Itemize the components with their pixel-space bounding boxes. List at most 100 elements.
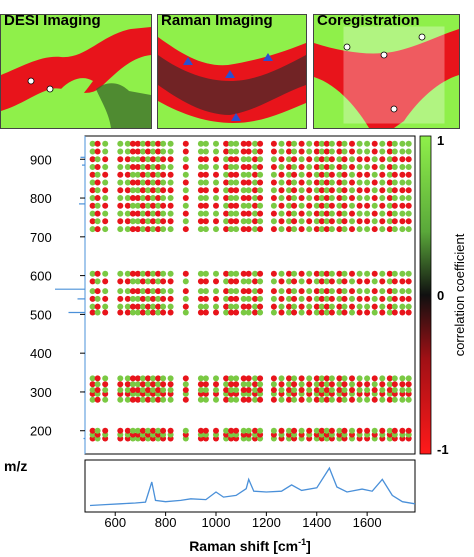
heatmap-point — [371, 164, 378, 170]
x-tick-label: 600 — [104, 515, 126, 530]
heatmap-point — [117, 202, 124, 209]
heatmap-point — [313, 295, 320, 302]
heatmap-point — [245, 171, 252, 178]
heatmap-point — [313, 427, 320, 434]
heatmap-point — [94, 375, 101, 382]
heatmap-point — [318, 288, 325, 295]
heatmap-point — [341, 270, 348, 277]
heatmap-point — [117, 148, 124, 155]
heatmap-point — [405, 195, 412, 201]
heatmap-point — [117, 187, 124, 194]
heatmap-point — [336, 387, 343, 393]
heatmap-point — [240, 148, 247, 155]
heatmap-point — [245, 164, 252, 170]
heatmap-point — [386, 387, 393, 393]
heatmap-point — [306, 303, 313, 310]
heatmap-point — [257, 171, 264, 178]
heatmap-point — [129, 427, 136, 434]
heatmap-point — [102, 278, 109, 285]
heatmap-point — [349, 218, 355, 225]
heatmap-point — [306, 179, 313, 186]
panel-title: Coregistration — [317, 14, 420, 29]
heatmap-point — [328, 278, 335, 285]
heatmap-point — [379, 156, 386, 163]
heatmap-point — [223, 210, 230, 217]
heatmap-point — [341, 171, 348, 178]
heatmap-point — [364, 218, 371, 225]
heatmap-point — [102, 387, 109, 393]
heatmap-point — [364, 278, 371, 285]
heatmap-point — [399, 427, 406, 434]
heatmap-point — [298, 226, 305, 233]
heatmap-point — [313, 187, 320, 194]
heatmap-point — [167, 202, 174, 209]
heatmap-point — [233, 218, 240, 225]
heatmap-point — [270, 295, 277, 302]
heatmap-point — [313, 381, 320, 388]
heatmap-point — [139, 375, 146, 382]
heatmap-point — [386, 381, 393, 388]
heatmap-point — [405, 226, 412, 233]
heatmap-point — [341, 278, 348, 285]
heatmap-point — [364, 140, 371, 147]
heatmap-point — [306, 278, 313, 285]
heatmap-point — [341, 396, 348, 403]
heatmap-point — [286, 164, 292, 170]
heatmap-point — [182, 179, 189, 186]
heatmap-point — [223, 278, 230, 285]
heatmap-point — [379, 381, 386, 388]
heatmap-point — [240, 210, 247, 217]
heatmap-point — [160, 278, 167, 285]
heatmap-point — [139, 303, 146, 310]
heatmap-point — [160, 387, 167, 393]
heatmap-point — [129, 187, 136, 194]
heatmap-point — [349, 288, 355, 295]
heatmap-point — [270, 156, 277, 163]
heatmap-point — [286, 148, 292, 155]
heatmap-point — [233, 164, 240, 170]
heatmap-point — [286, 171, 292, 178]
heatmap-point — [197, 187, 204, 194]
heatmap-point — [139, 288, 146, 295]
heatmap-point — [323, 195, 330, 201]
heatmap-point — [306, 195, 313, 201]
heatmap-point — [323, 226, 330, 233]
heatmap-point — [213, 164, 219, 170]
heatmap-point — [371, 195, 378, 201]
heatmap-point — [313, 288, 320, 295]
heatmap-point — [117, 295, 124, 302]
heatmap-point — [318, 387, 325, 393]
heatmap-point — [306, 427, 313, 434]
heatmap-point — [386, 396, 393, 403]
heatmap-point — [213, 140, 219, 147]
heatmap-point — [89, 187, 96, 194]
heatmap-point — [124, 387, 131, 393]
heatmap-point — [391, 171, 398, 178]
heatmap-point — [134, 140, 141, 147]
heatmap-point — [94, 226, 101, 233]
heatmap-point — [286, 387, 292, 393]
heatmap-point — [102, 187, 109, 194]
heatmap-point — [323, 278, 330, 285]
heatmap-point — [252, 278, 258, 285]
heatmap-point — [399, 171, 406, 178]
heatmap-point — [89, 140, 96, 147]
heatmap-point — [94, 156, 101, 163]
heatmap-point — [349, 148, 355, 155]
heatmap-point — [117, 288, 124, 295]
heatmap-point — [150, 396, 156, 403]
heatmap-point — [391, 295, 398, 302]
heatmap-point — [278, 226, 285, 233]
heatmap-point — [257, 195, 264, 201]
heatmap-point — [94, 164, 101, 170]
heatmap-point — [213, 387, 219, 393]
heatmap-point — [349, 303, 355, 310]
heatmap-point — [117, 270, 124, 277]
heatmap-point — [257, 427, 264, 434]
heatmap-point — [313, 278, 320, 285]
heatmap-point — [117, 396, 124, 403]
heatmap-point — [182, 270, 189, 277]
heatmap-point — [270, 179, 277, 186]
heatmap-point — [150, 295, 156, 302]
heatmap-point — [139, 295, 146, 302]
